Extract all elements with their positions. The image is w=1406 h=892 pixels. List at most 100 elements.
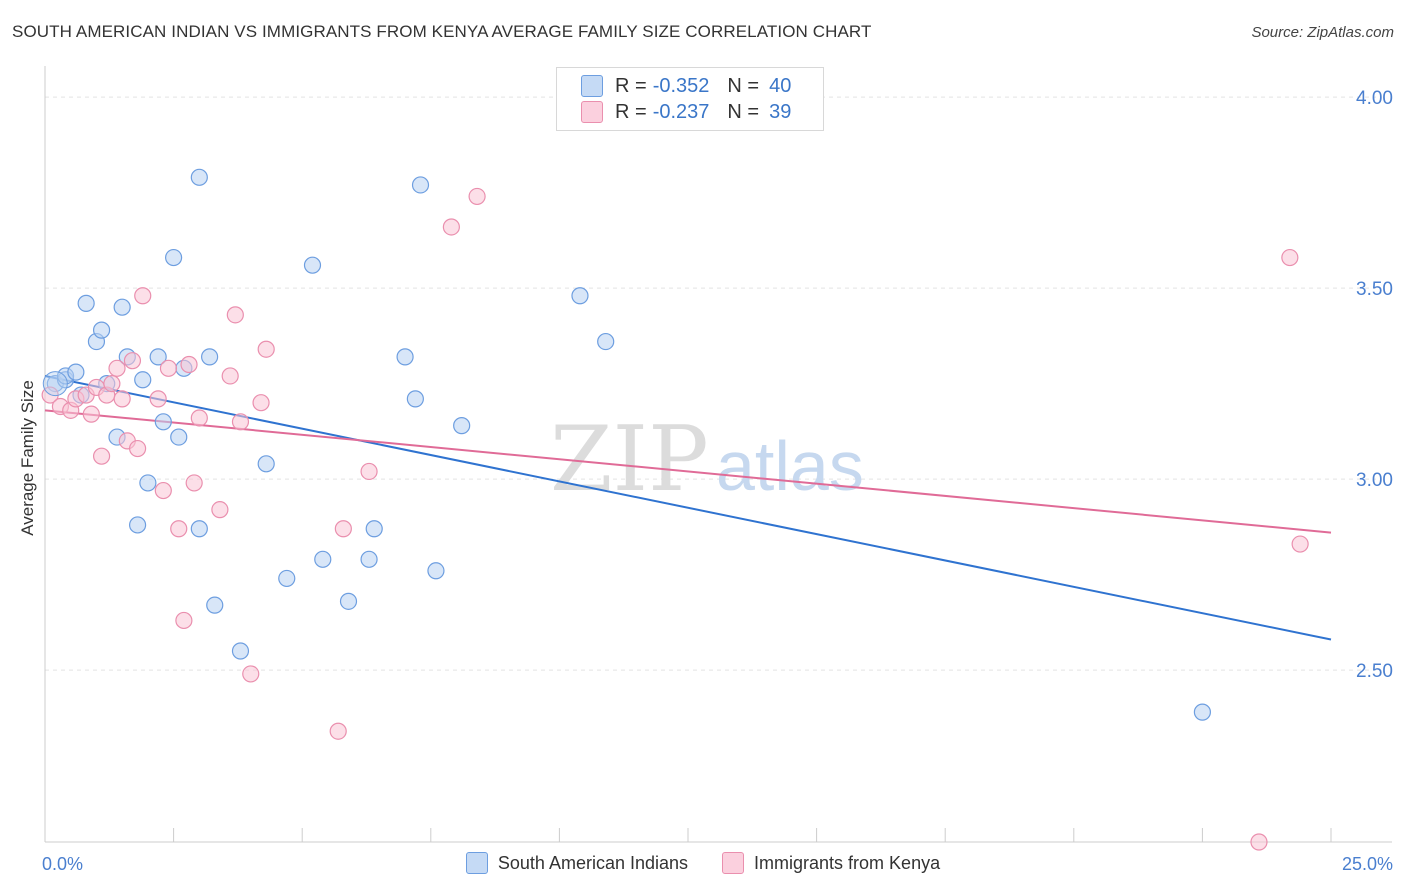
- y-tick-label: 3.00: [1356, 470, 1393, 491]
- data-point-blue: [411, 176, 430, 194]
- stats-swatch-pink: [581, 101, 603, 123]
- y-tick-label: 4.00: [1356, 88, 1393, 109]
- data-point-blue: [113, 298, 131, 316]
- data-point-pink: [257, 340, 275, 358]
- data-point-blue: [365, 520, 383, 538]
- data-point-pink: [103, 375, 121, 393]
- data-point-pink: [92, 447, 111, 465]
- legend-swatch-blue: [465, 852, 488, 874]
- gridlines: [45, 96, 1376, 671]
- data-point-pink: [134, 287, 152, 305]
- data-point-pink: [329, 722, 347, 740]
- data-point-blue: [1193, 703, 1212, 721]
- data-point-pink: [242, 665, 260, 683]
- data-point-pink: [1250, 833, 1268, 851]
- data-point-pink: [149, 390, 167, 408]
- legend-item-series1[interactable]: South American Indians: [465, 852, 689, 874]
- data-point-pink: [154, 481, 172, 500]
- data-point-blue: [92, 321, 111, 339]
- data-point-blue: [134, 371, 152, 389]
- data-point-blue: [190, 168, 208, 186]
- data-point-pink: [1291, 535, 1309, 553]
- source-credit: Source: ZipAtlas.com: [1251, 24, 1394, 41]
- data-point-blue: [339, 592, 358, 610]
- watermark-atlas: atlas: [716, 427, 864, 505]
- n-value: 40: [769, 74, 792, 97]
- n-label: N =: [727, 100, 760, 123]
- y-tick-label: 2.50: [1356, 661, 1393, 682]
- data-point-blue: [201, 348, 219, 366]
- data-point-pink: [185, 474, 203, 492]
- trendline-blue: [44, 374, 1332, 641]
- data-point-pink: [108, 359, 126, 377]
- trendlines: [44, 374, 1332, 641]
- data-point-blue: [170, 428, 188, 446]
- watermark-zip: ZIP: [550, 407, 709, 512]
- data-point-pink: [334, 520, 352, 538]
- stats-row-series1: R = -0.352 N = 40: [581, 73, 791, 99]
- data-point-pink: [231, 413, 250, 431]
- data-point-pink: [211, 501, 229, 519]
- stats-box: R = -0.352 N = 40 R = -0.237 N = 39: [556, 67, 824, 131]
- trendline-pink: [44, 409, 1332, 534]
- data-point-blue: [206, 596, 224, 614]
- data-point-pink: [113, 390, 131, 408]
- data-point-pink: [159, 359, 178, 377]
- data-point-blue: [303, 256, 322, 274]
- data-point-blue: [67, 363, 85, 381]
- data-point-pink: [221, 367, 239, 385]
- r-label: R =: [615, 100, 647, 123]
- r-value: -0.352: [652, 74, 710, 97]
- data-point-pink: [180, 355, 198, 374]
- data-point-blue: [597, 332, 615, 351]
- data-point-pink: [175, 611, 193, 630]
- data-point-pink: [252, 394, 270, 412]
- data-point-blue: [77, 294, 95, 312]
- data-point-blue: [360, 550, 378, 568]
- tick-labels: 2.50 3.00 3.50 4.00 0.0% 25.0%: [42, 88, 1393, 874]
- data-point-pink: [128, 439, 147, 458]
- data-point-blue: [149, 348, 167, 366]
- data-point-blue: [571, 287, 589, 305]
- y-axis-label: Average Family Size: [18, 380, 37, 536]
- data-point-blue: [396, 348, 414, 366]
- x-tick-label-min: 0.0%: [42, 854, 83, 874]
- data-point-pink: [82, 405, 100, 423]
- data-point-pink: [442, 218, 460, 236]
- data-point-blue: [128, 516, 147, 534]
- data-point-blue: [406, 390, 424, 408]
- data-point-blue: [139, 474, 157, 492]
- chart-title: SOUTH AMERICAN INDIAN VS IMMIGRANTS FROM…: [12, 22, 872, 41]
- stats-row-series2: R = -0.237 N = 39: [581, 99, 791, 125]
- data-point-pink: [468, 187, 486, 206]
- r-label: R =: [615, 74, 647, 97]
- data-point-pink: [226, 306, 244, 324]
- data-point-blue: [190, 520, 208, 538]
- stats-swatch-blue: [581, 75, 603, 97]
- legend: South American Indians Immigrants from K…: [0, 852, 1406, 874]
- n-value: 39: [769, 100, 792, 123]
- data-points: [41, 168, 1309, 851]
- data-point-blue: [231, 642, 250, 660]
- data-point-blue: [257, 455, 275, 473]
- data-point-pink: [123, 352, 142, 370]
- data-point-blue: [165, 248, 183, 267]
- axes: [44, 66, 1392, 843]
- data-point-blue: [427, 562, 445, 580]
- legend-swatch-pink: [722, 852, 745, 874]
- legend-item-series2[interactable]: Immigrants from Kenya: [722, 852, 940, 874]
- data-point-cluster: [42, 371, 68, 397]
- watermark: ZIP atlas: [550, 407, 864, 512]
- data-point-pink: [360, 462, 378, 481]
- n-label: N =: [727, 74, 760, 97]
- data-point-blue: [314, 550, 332, 568]
- data-point-pink: [190, 409, 208, 427]
- x-tick-label-max: 25.0%: [1342, 854, 1393, 874]
- data-point-blue: [154, 413, 172, 431]
- data-point-pink: [1281, 248, 1299, 267]
- data-point-pink: [170, 520, 188, 538]
- legend-label: South American Indians: [497, 852, 689, 873]
- data-point-blue: [278, 569, 296, 588]
- data-point-blue: [453, 417, 471, 435]
